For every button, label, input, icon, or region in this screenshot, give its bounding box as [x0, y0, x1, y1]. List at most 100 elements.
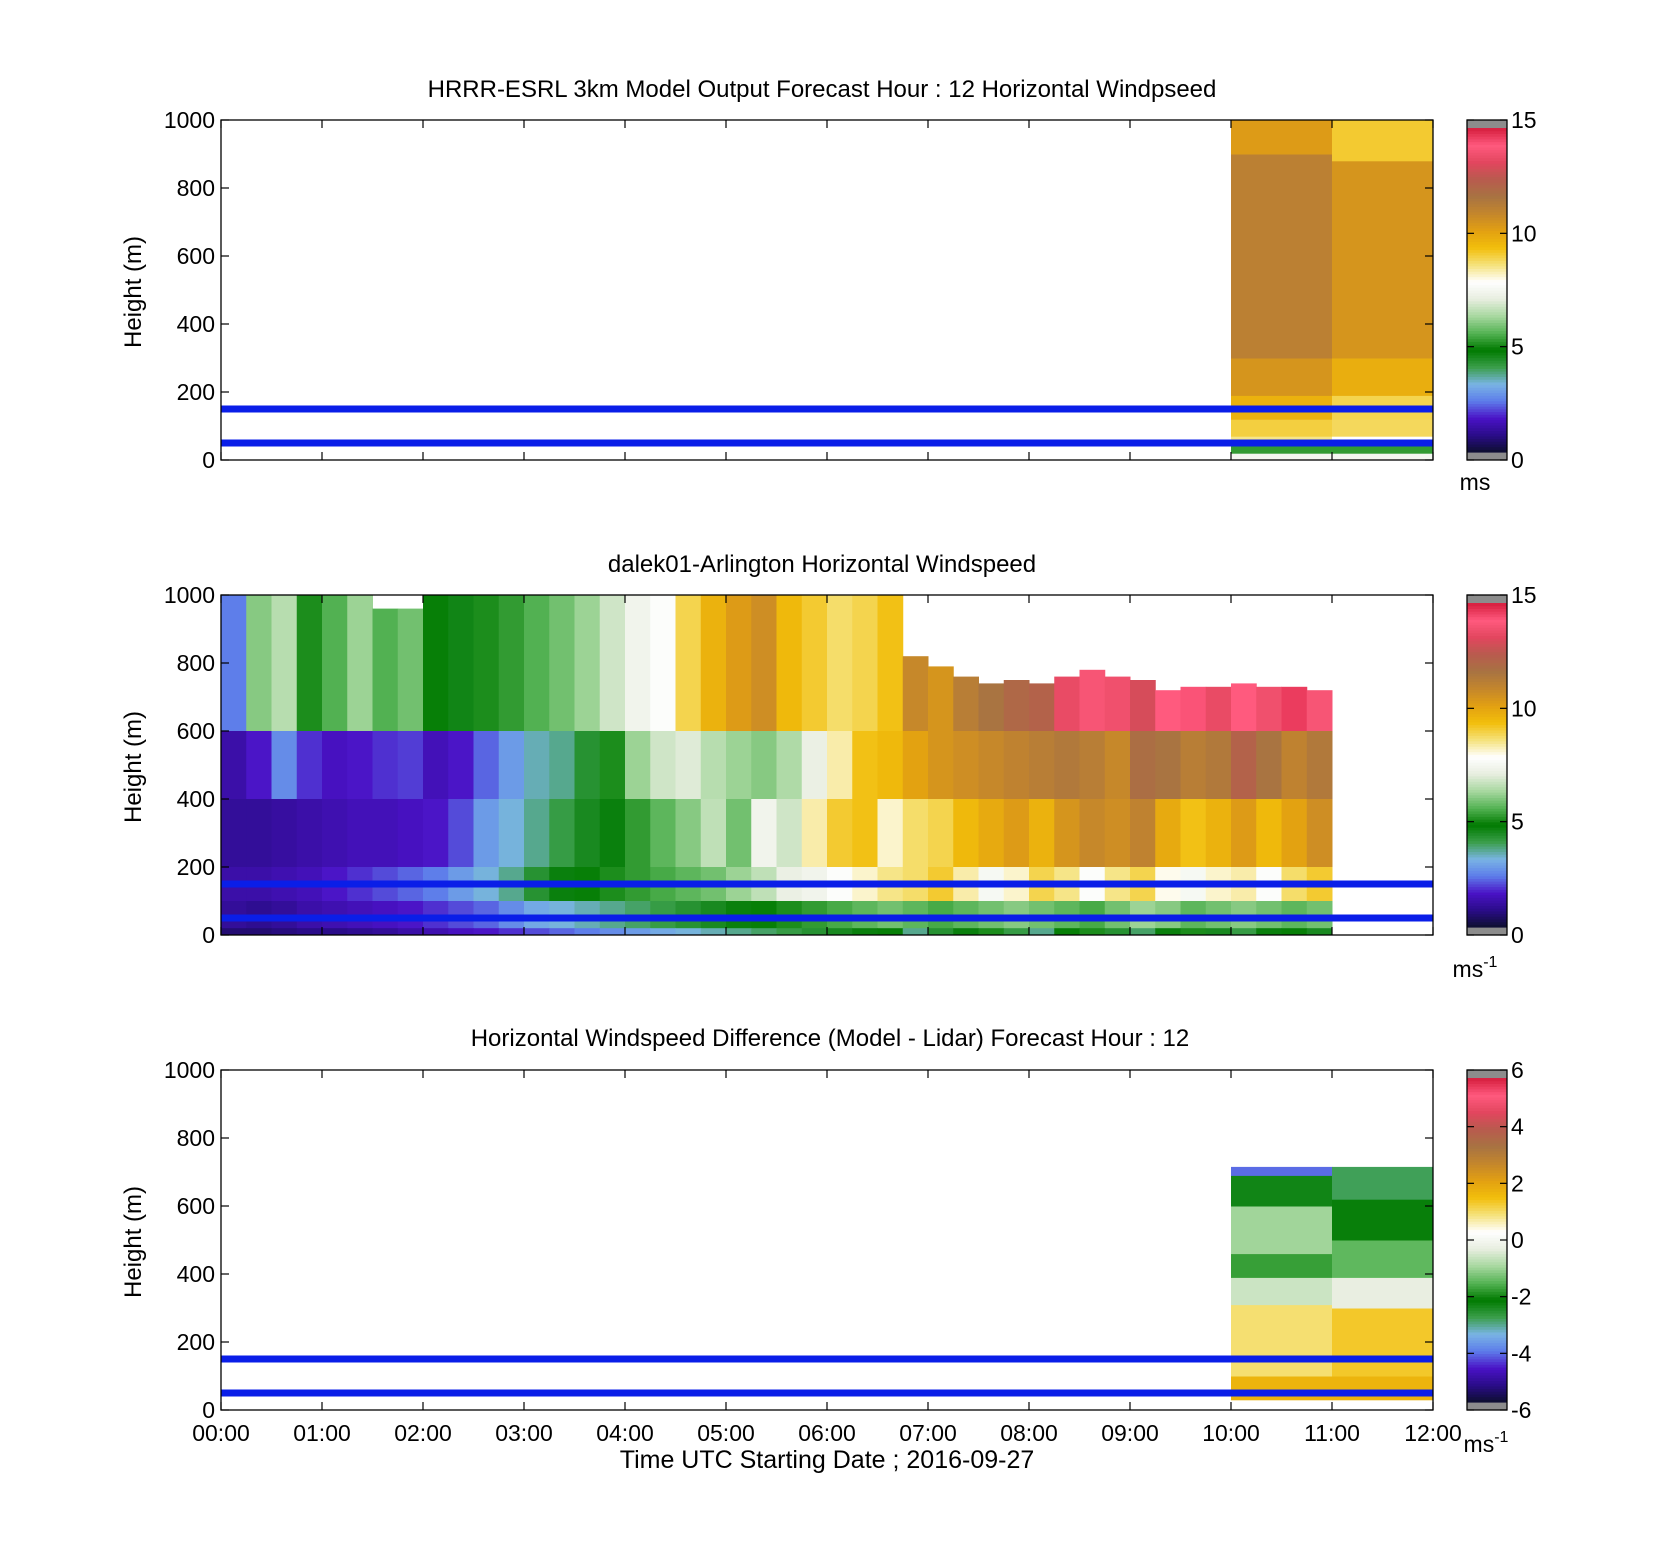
heatmap-cell: [574, 595, 601, 732]
heatmap-cell: [1332, 1277, 1434, 1309]
colorbar-segment: [1467, 1350, 1507, 1354]
colorbar-segment: [1467, 1142, 1507, 1147]
heatmap-cell: [473, 731, 500, 800]
colorbar-segment: [1467, 368, 1507, 372]
colorbar-segment: [1467, 1399, 1507, 1403]
heatmap-cell: [801, 731, 828, 800]
colorbar-segment: [1467, 846, 1507, 850]
colorbar-segment: [1467, 209, 1507, 213]
colorbar-segment: [1467, 389, 1507, 394]
heatmap-cell: [296, 731, 323, 800]
colorbar-segment: [1467, 1148, 1507, 1152]
colorbar-segment: [1467, 1318, 1507, 1322]
colorbar-segment: [1467, 400, 1507, 404]
colorbar-segment: [1467, 236, 1507, 240]
colorbar-segment: [1467, 675, 1507, 680]
colorbar-segment: [1467, 694, 1507, 699]
colorbar-segment: [1467, 1210, 1507, 1214]
colorbar-segment: [1467, 1372, 1507, 1376]
heatmap-cell: [1003, 799, 1030, 868]
heatmap-cell: [524, 799, 550, 868]
heatmap-cell: [246, 595, 272, 732]
colorbar-segment: [1467, 225, 1507, 229]
colorbar-segment: [1467, 141, 1507, 145]
heatmap-cell: [1079, 731, 1106, 800]
colorbar-tick-label: 4: [1511, 1114, 1524, 1140]
colorbar-tick-label: 0: [1511, 1227, 1524, 1253]
colorbar-frame: [1466, 119, 1508, 461]
y-tick-label: 200: [177, 379, 215, 405]
colorbar-segment: [1467, 783, 1507, 788]
heatmap-cell: [1231, 154, 1333, 359]
heatmap-cell: [1256, 731, 1282, 800]
colorbar-segment: [1467, 284, 1507, 288]
y-tick-label: 0: [202, 1397, 215, 1423]
heatmap-cell: [978, 731, 1005, 800]
colorbar-segment: [1467, 630, 1507, 634]
heatmap-cell: [397, 731, 424, 800]
colorbar-segment: [1467, 1339, 1507, 1344]
heatmap-cell: [902, 799, 929, 868]
colorbar-segment: [1467, 152, 1507, 156]
heatmap-cell: [549, 799, 575, 868]
heatmap-cell: [549, 595, 575, 732]
colorbar-segment: [1467, 419, 1507, 423]
colorbar-segment: [1467, 435, 1507, 440]
heatmap-cell: [928, 666, 954, 732]
heatmap-cell: [1205, 686, 1232, 732]
heatmap-cell: [1332, 1376, 1434, 1401]
colorbar-segment: [1467, 770, 1507, 774]
heatmap-cell: [1079, 928, 1106, 936]
heatmap-cell: [246, 928, 272, 936]
colorbar-tick-label: 0: [1511, 922, 1524, 948]
heatmap-cell: [953, 731, 979, 800]
colorbar-segment: [1467, 398, 1507, 402]
heatmap-cell: [397, 928, 424, 936]
colorbar-segment: [1467, 1388, 1507, 1392]
y-tick-label: 200: [177, 854, 215, 880]
x-tick-label: 12:00: [1404, 1420, 1462, 1446]
colorbar-segment: [1467, 654, 1507, 658]
colorbar-segment: [1467, 271, 1507, 275]
panel-title: dalek01-Arlington Horizontal Windspeed: [608, 551, 1036, 578]
colorbar-segment: [1467, 1159, 1507, 1163]
colorbar-segment: [1467, 411, 1507, 415]
heatmap-cell: [347, 799, 373, 868]
y-tick-label: 400: [177, 311, 215, 337]
heatmap-cell: [1029, 731, 1055, 800]
heatmap-cell: [675, 731, 702, 800]
colorbar-segment: [1467, 1288, 1507, 1292]
colorbar-segment: [1467, 176, 1507, 180]
colorbar-segment: [1467, 1326, 1507, 1330]
colorbar-segment: [1467, 689, 1507, 693]
colorbar-unit: ms: [1460, 469, 1491, 495]
heatmap-cell: [1231, 928, 1257, 936]
colorbar-segment: [1467, 856, 1507, 861]
colorbar-segment: [1467, 338, 1507, 342]
heatmap-cell: [1003, 731, 1030, 800]
heatmap-cell: [1281, 686, 1308, 732]
colorbar-segment: [1467, 1204, 1507, 1209]
colorbar-segment: [1467, 638, 1507, 642]
heatmap-cell: [675, 928, 702, 936]
colorbar-segment: [1467, 613, 1507, 618]
colorbar-segment: [1467, 133, 1507, 137]
colorbar-segment: [1467, 1199, 1507, 1203]
colorbar-segment: [1467, 921, 1507, 925]
heatmap-cell: [296, 799, 323, 868]
colorbar-segment: [1467, 1145, 1507, 1149]
colorbar-segment: [1467, 1310, 1507, 1314]
colorbar-segment: [1467, 1385, 1507, 1390]
colorbar-segment: [1467, 875, 1507, 879]
colorbar-segment: [1467, 206, 1507, 210]
colorbar-segment: [1467, 1083, 1507, 1087]
colorbar-segment: [1467, 425, 1507, 429]
colorbar-segment: [1467, 1285, 1507, 1290]
panel-title: Horizontal Windspeed Difference (Model -…: [471, 1025, 1190, 1052]
colorbar-segment: [1467, 916, 1507, 920]
heatmap-cell: [1180, 731, 1207, 800]
y-tick-label: 800: [177, 1125, 215, 1151]
colorbar-segment: [1467, 233, 1507, 237]
heatmap-cell: [1281, 731, 1308, 800]
colorbar-segment: [1467, 433, 1507, 437]
